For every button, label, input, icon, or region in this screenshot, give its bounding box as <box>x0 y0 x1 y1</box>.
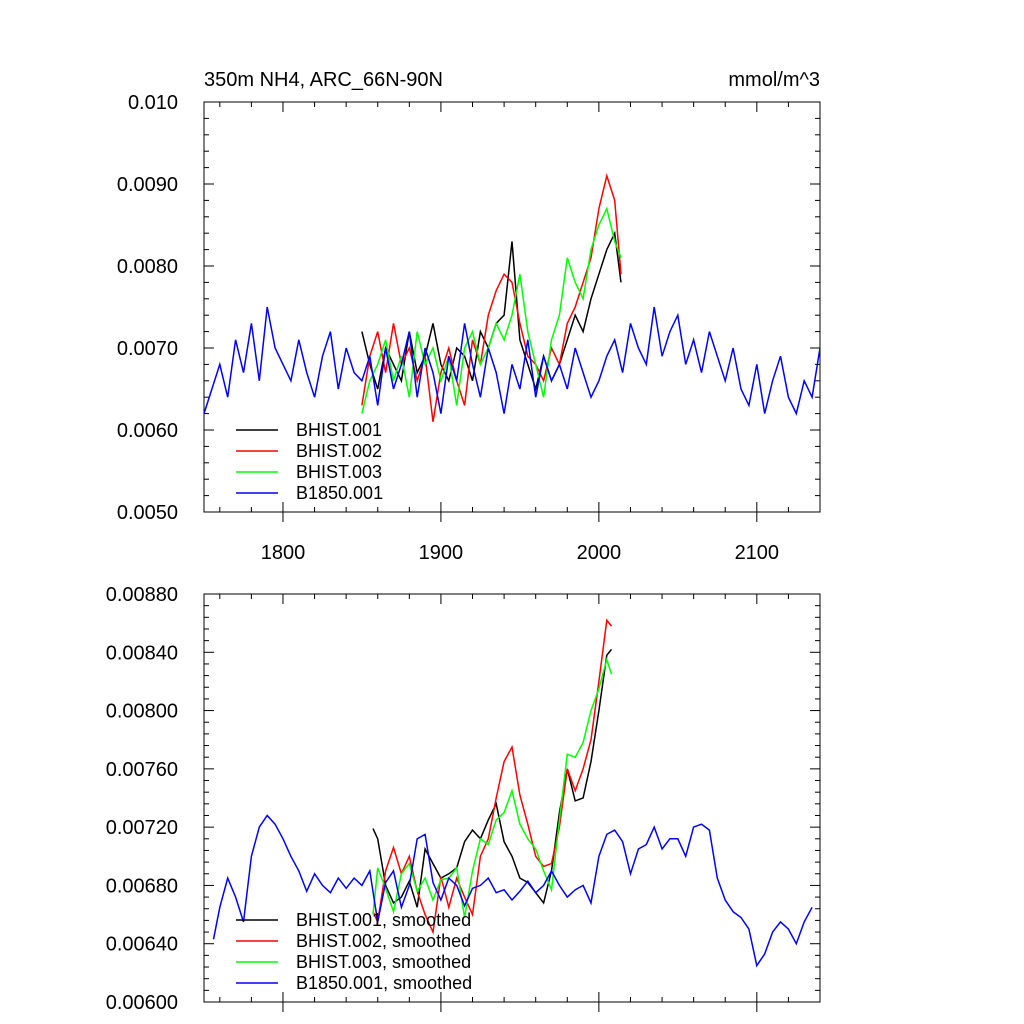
y-tick-label: 0.0060 <box>117 420 178 442</box>
legend-label: BHIST.002 <box>296 441 382 461</box>
legend-label: BHIST.002, smoothed <box>296 931 471 951</box>
top-panel: 350m NH4, ARC_66N-90N mmol/m^3 1800 1900 2… <box>117 69 821 564</box>
series-line-bhist-001-smoothed <box>372 648 613 908</box>
y-tick-label: 0.0080 <box>117 256 178 278</box>
x-tick-label: 1800 <box>261 542 306 564</box>
legend-label: BHIST.003 <box>296 462 382 482</box>
y-tick-label: 0.010 <box>128 92 178 114</box>
y-tick-label: 0.00800 <box>106 701 178 723</box>
y-tick-label: 0.00600 <box>106 992 178 1014</box>
series-line-b1850-001 <box>204 306 820 416</box>
y-tick-label: 0.00840 <box>106 642 178 664</box>
x-tick-label: 2100 <box>735 542 780 564</box>
units-label: mmol/m^3 <box>728 69 820 91</box>
y-tick-label: 0.0070 <box>117 338 178 360</box>
legend-label: BHIST.001 <box>296 420 382 440</box>
legend-label: B1850.001 <box>296 483 383 503</box>
series-line-bhist-003-smoothed <box>372 656 613 918</box>
plot-frame <box>203 101 821 513</box>
bottom-panel: 0.00600 0.00640 0.00680 0.00720 0.00760 0.008… <box>106 584 821 1014</box>
plot-frame <box>203 593 821 1003</box>
x-tick-label: 1900 <box>419 542 464 564</box>
y-tick-label: 0.00760 <box>106 759 178 781</box>
series-line-bhist-002 <box>361 173 622 422</box>
y-tick-label: 0.0090 <box>117 174 178 196</box>
legend-label: B1850.001, smoothed <box>296 973 472 993</box>
series-line-bhist-003 <box>361 206 622 414</box>
series-line-b1850-001-smoothed <box>212 814 813 968</box>
y-tick-label: 0.00880 <box>106 584 178 606</box>
y-tick-label: 0.00680 <box>106 875 178 897</box>
x-tick-label: 2000 <box>577 542 622 564</box>
y-tick-label: 0.00720 <box>106 817 178 839</box>
chart-title: 350m NH4, ARC_66N-90N <box>204 69 443 91</box>
y-tick-label: 0.0050 <box>117 502 178 524</box>
legend-label: BHIST.001, smoothed <box>296 910 471 930</box>
legend-label: BHIST.003, smoothed <box>296 952 471 972</box>
y-tick-label: 0.00640 <box>106 934 178 956</box>
series-line-bhist-002-smoothed <box>372 618 613 935</box>
